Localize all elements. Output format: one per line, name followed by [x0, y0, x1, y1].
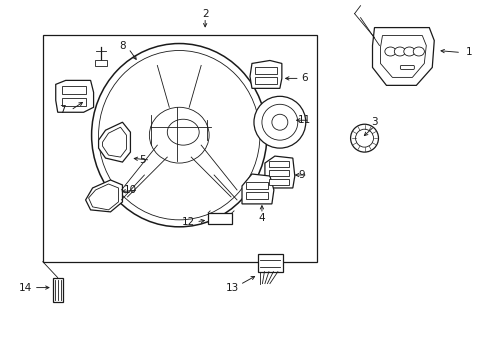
- Text: 14: 14: [19, 283, 32, 293]
- Ellipse shape: [350, 124, 378, 152]
- Bar: [94, 60, 106, 67]
- Text: 11: 11: [298, 115, 311, 125]
- Bar: [268, 170, 288, 176]
- Ellipse shape: [412, 47, 424, 56]
- Bar: [254, 67, 276, 75]
- Bar: [268, 161, 288, 167]
- Text: 2: 2: [202, 9, 208, 19]
- Ellipse shape: [167, 119, 199, 145]
- Bar: [61, 86, 85, 94]
- FancyBboxPatch shape: [400, 66, 413, 69]
- Ellipse shape: [253, 96, 305, 148]
- Bar: [245, 192, 267, 199]
- Ellipse shape: [384, 47, 395, 56]
- Text: 6: 6: [301, 73, 307, 84]
- Polygon shape: [85, 180, 122, 212]
- Text: 4: 4: [258, 213, 264, 223]
- Bar: [42, 35, 316, 262]
- Ellipse shape: [91, 44, 266, 227]
- Bar: [53, 278, 62, 302]
- Ellipse shape: [149, 107, 209, 163]
- Ellipse shape: [403, 47, 414, 56]
- Text: 5: 5: [139, 155, 145, 165]
- Text: 7: 7: [59, 105, 66, 115]
- Ellipse shape: [355, 129, 373, 147]
- Bar: [208, 213, 232, 224]
- Text: 10: 10: [123, 185, 137, 195]
- Text: 3: 3: [370, 117, 377, 127]
- Polygon shape: [99, 122, 130, 162]
- Text: 12: 12: [181, 217, 194, 227]
- Polygon shape: [242, 174, 273, 204]
- Bar: [61, 98, 85, 106]
- Bar: [254, 77, 276, 84]
- Polygon shape: [264, 156, 294, 188]
- Bar: [268, 179, 288, 185]
- Bar: [245, 182, 267, 189]
- Polygon shape: [56, 80, 93, 112]
- Polygon shape: [249, 60, 281, 88]
- Ellipse shape: [271, 114, 287, 130]
- Ellipse shape: [393, 47, 405, 56]
- Text: 9: 9: [298, 170, 305, 180]
- Ellipse shape: [262, 104, 297, 140]
- Polygon shape: [372, 28, 433, 85]
- Text: 8: 8: [119, 41, 125, 50]
- Text: 1: 1: [465, 48, 471, 58]
- Text: 13: 13: [225, 283, 238, 293]
- Bar: [258, 254, 282, 272]
